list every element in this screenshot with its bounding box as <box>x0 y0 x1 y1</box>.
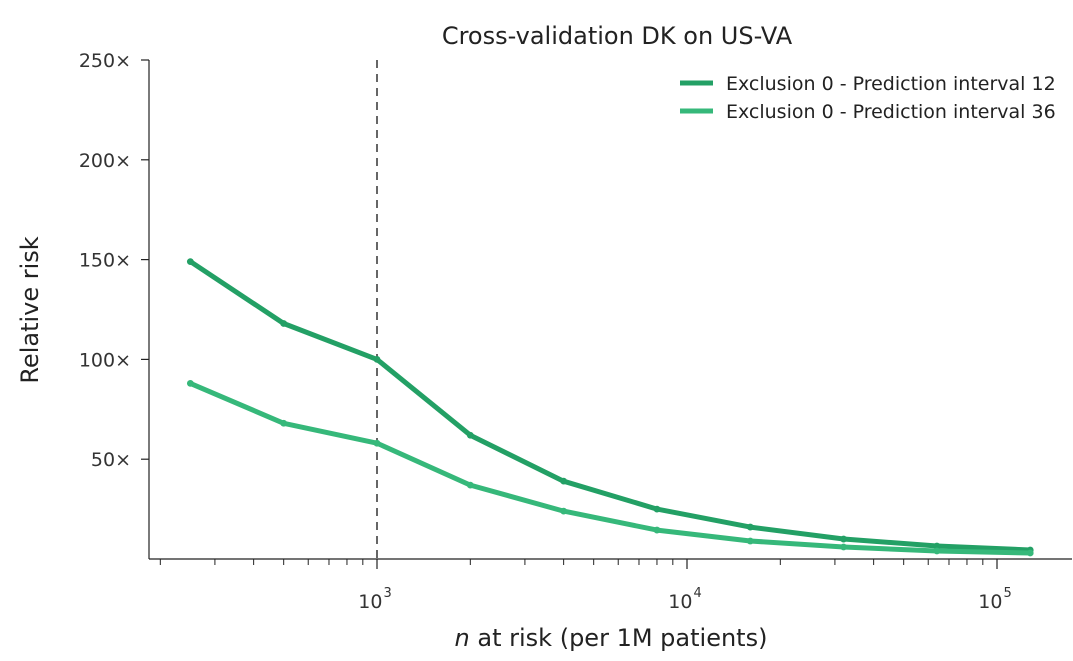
data-point <box>186 258 194 265</box>
data-point <box>1026 549 1034 557</box>
y-tick-label: 200× <box>79 150 131 172</box>
y-axis-label: Relative risk <box>16 236 44 383</box>
data-point <box>840 535 847 543</box>
data-point <box>746 523 754 531</box>
data-point <box>373 356 381 363</box>
series-line-1 <box>187 259 1033 553</box>
legend-label: Exclusion 0 - Prediction interval 36 <box>726 101 1056 123</box>
y-tick-label: 100× <box>79 349 131 371</box>
x-axis-label: n at risk (per 1M patients) <box>455 624 768 652</box>
data-point <box>840 543 847 551</box>
x-tick-label: 104 <box>668 586 701 613</box>
series-line-2 <box>187 380 1033 556</box>
data-point <box>653 526 661 534</box>
data-point <box>653 505 661 513</box>
data-point <box>280 320 288 327</box>
y-axis: 50× 100× 150× 200× 250× <box>79 50 149 471</box>
data-point <box>280 419 288 427</box>
x-tick-label: 103 <box>358 586 391 613</box>
data-point <box>466 481 474 489</box>
chart-title: Cross-validation DK on US-VA <box>442 22 793 50</box>
series-1 <box>186 258 1034 554</box>
data-point <box>933 547 941 555</box>
x-axis: 103 104 105 <box>159 559 1012 613</box>
data-point <box>746 537 754 545</box>
series-2 <box>186 379 1034 557</box>
data-point <box>373 439 381 447</box>
legend-item-2: Exclusion 0 - Prediction interval 36 <box>680 101 1056 123</box>
data-point <box>466 431 474 439</box>
legend-label: Exclusion 0 - Prediction interval 12 <box>726 73 1056 95</box>
data-point <box>560 507 568 515</box>
y-tick-label: 250× <box>79 50 131 72</box>
x-axis-label-rest: at risk (per 1M patients) <box>470 624 768 652</box>
x-axis-label-italic: n <box>455 624 470 652</box>
data-point <box>933 542 941 550</box>
x-tick-label: 105 <box>978 586 1011 613</box>
y-tick-label: 50× <box>91 449 131 471</box>
legend-item-1: Exclusion 0 - Prediction interval 12 <box>680 73 1056 95</box>
legend: Exclusion 0 - Prediction interval 12 Excl… <box>680 73 1056 123</box>
data-point <box>560 477 568 485</box>
y-tick-label: 150× <box>79 250 131 272</box>
data-point <box>186 379 194 387</box>
